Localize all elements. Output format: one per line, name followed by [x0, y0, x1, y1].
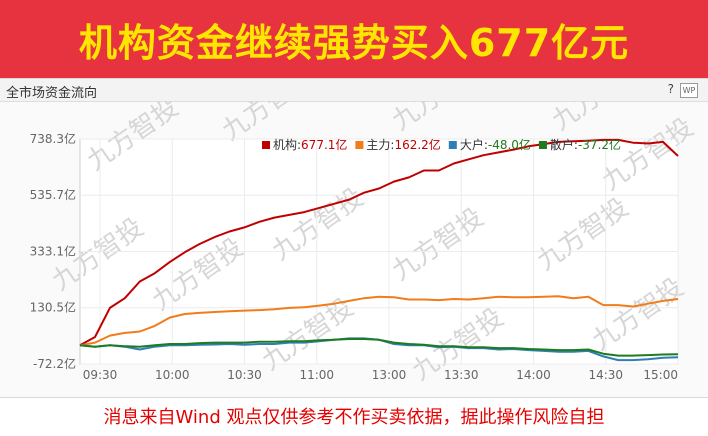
x-tick-label-1: 10:00: [155, 368, 190, 382]
legend-swatch-0: [262, 141, 270, 149]
legend-label-0: 机构:: [273, 137, 301, 152]
x-tick-label-4: 13:00: [372, 368, 407, 382]
watermark-2: 九方智投: [387, 101, 489, 137]
legend-label-2: 大户:: [460, 137, 488, 152]
y-tick-label-0: 738.3亿: [30, 131, 76, 146]
y-tick-label-4: -72.2亿: [33, 356, 76, 371]
disclaimer-text: 消息来自Wind 观点仅供参考不作买卖依据，据此操作风险自担: [103, 407, 605, 428]
panel-title: 全市场资金流向: [6, 86, 98, 101]
x-tick-label-2: 10:30: [227, 368, 262, 382]
legend-value-1: 162.2亿: [394, 137, 440, 152]
fund-flow-panel: 全市场资金流向 ? WP 九方智投 九方智投 九方智投 九方智投 九方智投 九方智投 九方智…: [0, 78, 708, 398]
legend-swatch-3: [538, 141, 547, 149]
x-tick-label-8: 15:00: [643, 368, 678, 382]
banner-title: 机构资金继续强势买入677亿元: [78, 20, 630, 65]
x-tick-label-7: 14:30: [588, 368, 623, 382]
x-tick-label-3: 11:00: [299, 368, 334, 382]
y-tick-label-1: 535.7亿: [30, 187, 76, 202]
legend-label-1: 主力:: [366, 138, 394, 152]
panel-header: 全市场资金流向 ? WP: [0, 79, 708, 102]
series-line-3: [79, 338, 679, 357]
wp-export-icon[interactable]: WP: [680, 83, 698, 98]
legend-value-0: 677.1亿: [301, 137, 347, 152]
legend-value-2: -48.0亿: [488, 137, 531, 152]
legend-swatch-1: [355, 141, 364, 149]
series-line-1: [79, 295, 679, 347]
series-line-0: [79, 138, 679, 347]
y-tick-label-3: 130.5亿: [30, 300, 76, 315]
legend-label-3: 散户:: [550, 137, 578, 152]
watermark-3: 九方智投: [547, 101, 649, 137]
help-icon[interactable]: ?: [667, 82, 674, 96]
x-tick-label-0: 09:30: [83, 368, 118, 382]
legend-swatch-2: [448, 141, 457, 149]
legend-value-3: -37.2亿: [578, 137, 621, 152]
footer: 消息来自Wind 观点仅供参考不作买卖依据，据此操作风险自担: [0, 396, 708, 436]
y-tick-label-2: 333.1亿: [30, 243, 76, 258]
x-tick-label-6: 14:00: [516, 368, 551, 382]
title-banner: 机构资金继续强势买入677亿元: [0, 0, 708, 78]
x-tick-label-5: 13:30: [444, 368, 479, 382]
